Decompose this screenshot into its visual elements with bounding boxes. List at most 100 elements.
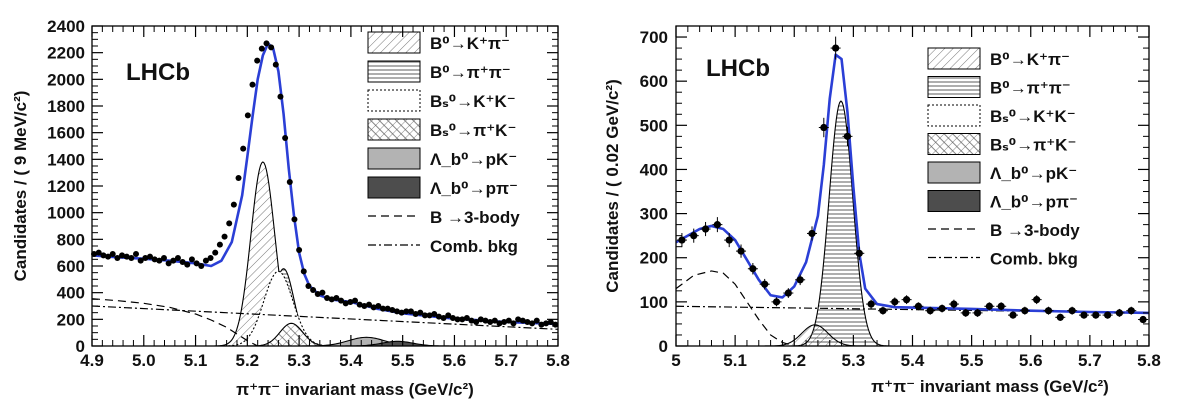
- legend-swatch: [927, 133, 981, 155]
- data-point: [440, 315, 447, 321]
- data-point: [690, 232, 698, 240]
- data-point: [855, 249, 863, 257]
- data-point: [784, 289, 792, 297]
- legend-label: Comb. bkg: [430, 237, 518, 256]
- data-point: [109, 251, 116, 257]
- x-axis-title: π⁺π⁻ invariant mass (GeV/c²): [871, 377, 1109, 396]
- legend-label: Bₛ⁰→π⁺K⁻: [990, 136, 1076, 155]
- y-tick-label: 500: [640, 116, 668, 135]
- data-point: [333, 295, 340, 301]
- data-point: [867, 300, 875, 308]
- data-point: [426, 312, 433, 319]
- data-point: [296, 247, 303, 253]
- data-point: [398, 309, 405, 316]
- legend-swatch: [367, 60, 421, 83]
- data-point: [749, 265, 757, 273]
- y-tick-label: 2400: [47, 17, 85, 36]
- y-tick-label: 1000: [47, 204, 85, 223]
- data-point: [510, 320, 517, 327]
- x-axis-title: π⁺π⁻ invariant mass (GeV/c²): [236, 380, 474, 399]
- data-point: [244, 112, 251, 119]
- data-point: [202, 257, 209, 264]
- data-point: [926, 307, 934, 315]
- data-point: [524, 319, 531, 325]
- data-point: [1092, 311, 1100, 319]
- data-point: [230, 201, 237, 208]
- data-point: [515, 316, 522, 323]
- data-point: [389, 307, 396, 313]
- x-tick-label: 5.0: [132, 351, 156, 370]
- data-point: [435, 313, 442, 320]
- data-point: [235, 175, 242, 181]
- data-point: [725, 236, 733, 244]
- legend-swatch: [367, 176, 421, 199]
- data-point: [678, 236, 686, 244]
- data-point: [737, 247, 745, 255]
- data-point: [533, 317, 540, 324]
- data-point: [310, 287, 317, 293]
- data-point: [119, 252, 126, 259]
- data-point: [174, 255, 181, 261]
- data-point: [184, 261, 191, 268]
- legend-label: B →3-body: [990, 221, 1080, 240]
- data-point: [188, 256, 195, 263]
- data-point: [156, 257, 163, 264]
- y-tick-label: 100: [640, 293, 668, 312]
- data-point: [254, 57, 261, 64]
- legend-label: B⁰→K⁺π⁻: [990, 50, 1070, 69]
- data-point: [328, 296, 335, 303]
- experiment-label: LHCb: [706, 55, 770, 82]
- data-point: [808, 229, 816, 238]
- x-tick-label: 5.5: [960, 351, 984, 370]
- x-tick-label: 5.2: [782, 351, 806, 370]
- data-point: [128, 255, 135, 261]
- data-point: [226, 220, 233, 227]
- x-tick-label: 5.1: [723, 351, 747, 370]
- combinatorial-bkg-curve: [675, 305, 1150, 314]
- data-point: [198, 263, 205, 269]
- data-point: [375, 303, 382, 309]
- legend-swatch: [927, 161, 981, 184]
- legend-label: Λ_b⁰→pK⁻: [430, 150, 517, 169]
- data-point: [477, 316, 484, 323]
- data-point: [342, 300, 349, 307]
- data-point: [487, 319, 494, 325]
- data-point: [973, 309, 982, 317]
- data-point: [1139, 315, 1147, 324]
- data-point: [445, 312, 452, 319]
- x-tick-label: 4.9: [80, 351, 104, 370]
- data-point: [142, 255, 149, 261]
- legend-swatch: [367, 31, 421, 54]
- data-point: [491, 317, 498, 324]
- data-point: [796, 276, 804, 284]
- y-tick-label: 300: [640, 205, 668, 224]
- data-point: [314, 291, 321, 297]
- data-point: [393, 308, 400, 315]
- data-point: [1009, 311, 1017, 319]
- three-body-bkg-curve: [675, 270, 795, 347]
- data-point: [407, 308, 414, 315]
- data-point: [384, 305, 391, 312]
- data-point: [123, 253, 130, 260]
- data-point: [879, 307, 887, 315]
- data-point: [137, 257, 144, 264]
- data-point: [282, 135, 289, 141]
- y-tick-label: 400: [57, 284, 85, 303]
- left-panel: 4.9 5.0 5.1 5.2 5.3 5.4 5.5 5.6 5.7 5.8 0 200 400 600…: [11, 17, 570, 399]
- data-point: [543, 320, 550, 327]
- data-point: [1056, 313, 1064, 321]
- x-tick-label: 5.6: [443, 351, 467, 370]
- data-point: [324, 295, 331, 301]
- data-point: [249, 81, 256, 88]
- data-point: [338, 297, 345, 304]
- data-point: [421, 312, 428, 319]
- x-tick-label: 5.8: [546, 351, 570, 370]
- data-point: [403, 308, 410, 315]
- data-point: [361, 303, 368, 309]
- data-point: [412, 311, 419, 317]
- data-point: [1127, 307, 1135, 315]
- data-point: [701, 225, 710, 233]
- x-tick-label: 5.6: [1019, 351, 1043, 370]
- data-point: [366, 301, 373, 308]
- data-point: [240, 145, 247, 152]
